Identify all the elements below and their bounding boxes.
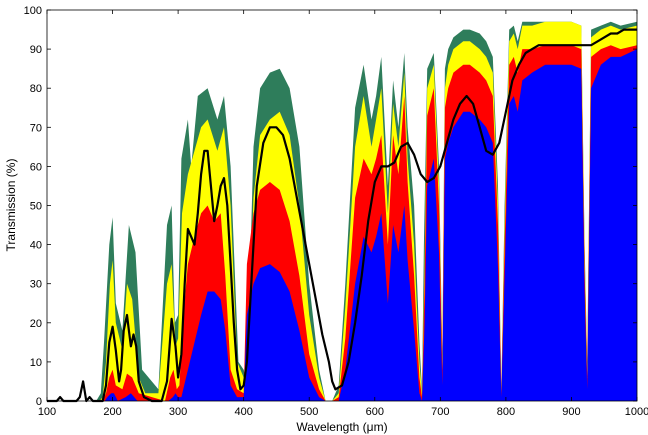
y-tick-label-20: 20 <box>30 318 42 330</box>
y-axis: 0 10 20 30 40 50 60 70 80 90 100 <box>24 5 637 408</box>
y-tick-label-50: 50 <box>30 201 42 213</box>
x-axis: 100 200 300 400 500 600 700 800 900 1000 <box>38 10 648 418</box>
y-tick-label-0: 0 <box>36 396 42 408</box>
x-tick-label-800: 800 <box>497 406 515 418</box>
x-tick-label-500: 500 <box>300 406 318 418</box>
y-tick-label-30: 30 <box>30 279 42 291</box>
y-tick-label-40: 40 <box>30 240 42 252</box>
series-area-blue <box>47 49 637 401</box>
x-tick-label-100: 100 <box>38 406 56 418</box>
x-tick-label-900: 900 <box>562 406 580 418</box>
x-tick-label-600: 600 <box>366 406 384 418</box>
y-tick-label-90: 90 <box>30 44 42 56</box>
y-tick-label-10: 10 <box>30 357 42 369</box>
x-tick-label-700: 700 <box>431 406 449 418</box>
y-tick-label-60: 60 <box>30 161 42 173</box>
series-layer <box>47 21 637 403</box>
y-tick-label-100: 100 <box>24 5 42 17</box>
plot-area <box>47 10 637 403</box>
x-tick-label-200: 200 <box>103 406 121 418</box>
series-line-line <box>47 28 637 403</box>
y-tick-label-70: 70 <box>30 122 42 134</box>
x-tick-label-400: 400 <box>234 406 252 418</box>
x-tick-label-1000: 1000 <box>625 406 648 418</box>
x-tick-label-300: 300 <box>169 406 187 418</box>
y-axis-label: Transmission (%) <box>4 159 18 252</box>
y-tick-label-80: 80 <box>30 83 42 95</box>
x-axis-label: Wavelength (μm) <box>296 420 387 434</box>
